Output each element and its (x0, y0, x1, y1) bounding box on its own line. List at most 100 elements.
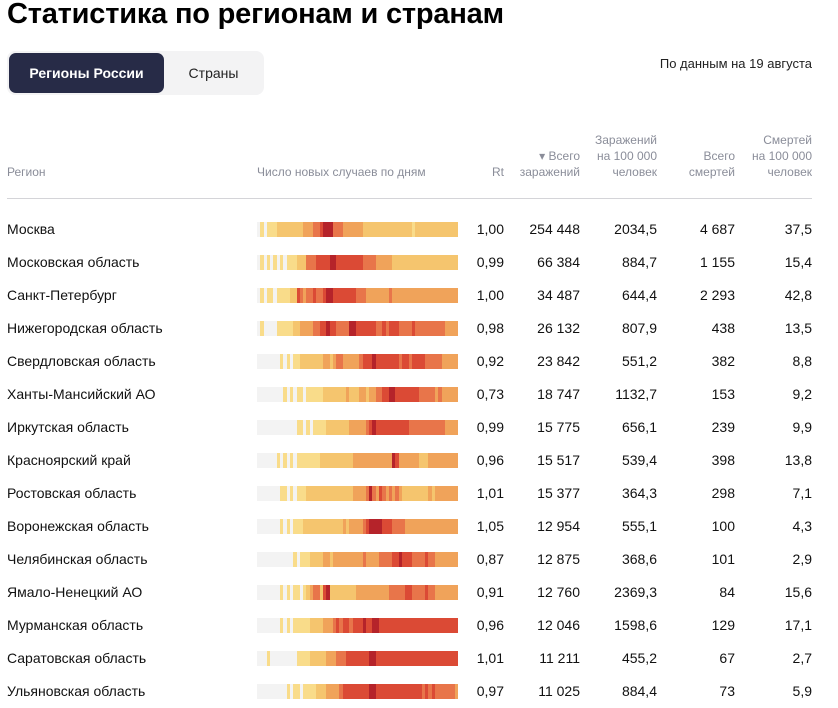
heat-cell (280, 651, 284, 666)
table-row[interactable]: Москва 1,00 254 448 2034,5 4 687 37,5 (7, 213, 812, 246)
column-header-deaths-per-100k[interactable]: Смертей на 100 000 человек (752, 132, 812, 180)
heat-cell (382, 321, 386, 336)
heat-cell (451, 354, 455, 369)
heat-cell (451, 618, 455, 633)
heat-cell (362, 651, 366, 666)
region-name[interactable]: Санкт-Петербург (7, 287, 117, 303)
heat-cell (425, 684, 429, 699)
heat-cell (451, 684, 455, 699)
heat-cell (405, 585, 409, 600)
table-row[interactable]: Красноярский край 0,96 15 517 539,4 398 13,8 (7, 444, 812, 477)
table-row[interactable]: Челябинская область 0,87 12 875 368,6 101 2,9 (7, 543, 812, 576)
heat-cell (322, 453, 327, 468)
heat-cell (454, 618, 459, 633)
heat-cell (309, 420, 314, 435)
region-name[interactable]: Воронежская область (7, 518, 149, 534)
heat-cell (392, 486, 396, 501)
heat-cell (388, 486, 393, 501)
column-header-region[interactable]: Регион (7, 165, 46, 179)
heat-cell (431, 420, 436, 435)
region-name[interactable]: Нижегородская область (7, 320, 163, 336)
heat-cell (352, 519, 356, 534)
heat-cell (306, 519, 310, 534)
tab-russian-regions[interactable]: Регионы России (9, 53, 164, 93)
daily-cases-heatstrip (257, 651, 459, 666)
heat-cell (405, 255, 409, 270)
heat-cell (438, 651, 442, 666)
rt-value: 0,73 (476, 386, 504, 402)
heat-cell (339, 519, 343, 534)
heat-cell (425, 519, 429, 534)
heat-cell (405, 321, 409, 336)
heat-cell (339, 255, 343, 270)
heat-cell (303, 453, 307, 468)
column-header-cases-per-100k[interactable]: Заражений на 100 000 человек (595, 132, 657, 180)
heat-cell (346, 387, 350, 402)
heat-cell (266, 288, 271, 303)
region-name[interactable]: Красноярский край (7, 452, 131, 468)
heat-cell (339, 585, 343, 600)
heat-cell (365, 684, 370, 699)
table-row[interactable]: Воронежская область 1,05 12 954 555,1 100 4,3 (7, 510, 812, 543)
heat-cell (421, 453, 426, 468)
heat-cell (441, 222, 445, 237)
table-row[interactable]: Ростовская область 1,01 15 377 364,3 298 7,1 (7, 477, 812, 510)
region-name[interactable]: Свердловская область (7, 353, 156, 369)
rt-value: 1,00 (476, 221, 504, 237)
heat-cell (270, 321, 274, 336)
region-name[interactable]: Москва (7, 221, 55, 237)
heat-cell (448, 453, 452, 468)
table-row[interactable]: Ханты-Мансийский АО 0,73 18 747 1132,7 153 9,… (7, 378, 812, 411)
heat-cell (418, 684, 422, 699)
heat-cell (332, 255, 337, 270)
region-name[interactable]: Ханты-Мансийский АО (7, 386, 156, 402)
region-name[interactable]: Ульяновская область (7, 683, 146, 699)
table-row[interactable]: Иркутская область 0,99 15 775 656,1 239 9,9 (7, 411, 812, 444)
table-row[interactable]: Санкт-Петербург 1,00 34 487 644,4 2 293 42,8 (7, 279, 812, 312)
heat-cell (444, 288, 449, 303)
heat-cell (392, 354, 396, 369)
table-row[interactable]: Московская область 0,99 66 384 884,7 1 155 15… (7, 246, 812, 279)
heat-cell (378, 453, 383, 468)
heat-cell (346, 354, 350, 369)
region-name[interactable]: Ямало-Ненецкий АО (7, 584, 143, 600)
heat-cell (293, 321, 297, 336)
heat-cell (369, 387, 373, 402)
region-name[interactable]: Челябинская область (7, 551, 148, 567)
region-name[interactable]: Мурманская область (7, 617, 144, 633)
table-row[interactable]: Свердловская область 0,92 23 842 551,2 382 8,… (7, 345, 812, 378)
region-name[interactable]: Московская область (7, 254, 140, 270)
column-header-rt[interactable]: Rt (492, 165, 504, 179)
column-header-total-cases[interactable]: ▾ Всего заражений (520, 148, 580, 180)
sort-desc-label: ▾ Всего (539, 149, 580, 163)
heat-cell (329, 519, 333, 534)
region-name[interactable]: Ростовская область (7, 485, 137, 501)
column-header-total-deaths[interactable]: Всего смертей (689, 148, 735, 180)
table-row[interactable]: Ульяновская область 0,97 11 025 884,4 73 5,9 (7, 675, 812, 708)
heat-cell (451, 519, 455, 534)
heat-cell (411, 486, 416, 501)
tab-countries[interactable]: Страны (188, 65, 239, 81)
heat-cell (451, 255, 455, 270)
heat-cell (326, 255, 330, 270)
heat-cell (395, 585, 399, 600)
heat-cell (280, 552, 284, 567)
heat-cell (349, 585, 353, 600)
table-row[interactable]: Ямало-Ненецкий АО 0,91 12 760 2369,3 84 15,6 (7, 576, 812, 609)
heat-cell (425, 420, 429, 435)
heat-cell (276, 288, 281, 303)
heat-cell (444, 387, 449, 402)
heat-cell (392, 684, 396, 699)
region-name[interactable]: Иркутская область (7, 419, 129, 435)
total-cases-value: 12 875 (537, 551, 580, 567)
table-row[interactable]: Мурманская область 0,96 12 046 1598,6 129 17,… (7, 609, 812, 642)
heat-cell (316, 387, 320, 402)
table-row[interactable]: Нижегородская область 0,98 26 132 807,9 438 1… (7, 312, 812, 345)
heat-cell (411, 585, 416, 600)
region-name[interactable]: Саратовская область (7, 650, 147, 666)
heat-cell (369, 651, 373, 666)
table-row[interactable]: Саратовская область 1,01 11 211 455,2 67 2,7 (7, 642, 812, 675)
heat-cell (428, 585, 432, 600)
heat-cell (405, 288, 409, 303)
heat-cell (369, 420, 373, 435)
